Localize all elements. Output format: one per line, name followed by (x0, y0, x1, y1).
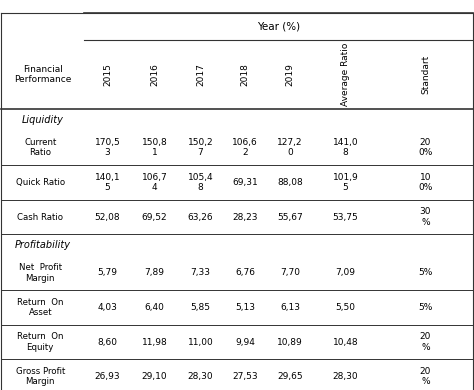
Text: 2019: 2019 (285, 63, 294, 86)
Text: 11,00: 11,00 (188, 338, 213, 347)
Text: 6,76: 6,76 (235, 268, 255, 277)
Text: 5,79: 5,79 (98, 268, 118, 277)
Text: Return  On
Equity: Return On Equity (17, 332, 64, 352)
Text: 9,94: 9,94 (235, 338, 255, 347)
Text: 5%: 5% (418, 303, 433, 312)
Text: 127,2
0: 127,2 0 (277, 138, 303, 158)
Text: Quick Ratio: Quick Ratio (16, 178, 65, 187)
Text: 29,65: 29,65 (277, 372, 303, 381)
Text: Average Ratio: Average Ratio (341, 43, 350, 106)
Text: 6,40: 6,40 (145, 303, 164, 312)
Text: 55,67: 55,67 (277, 213, 303, 222)
Text: 20
0%: 20 0% (418, 138, 433, 158)
Text: 2018: 2018 (241, 63, 250, 86)
Text: 28,30: 28,30 (188, 372, 213, 381)
Text: 20
%: 20 % (420, 367, 431, 386)
Text: 140,1
5: 140,1 5 (95, 173, 120, 192)
Text: 63,26: 63,26 (188, 213, 213, 222)
Text: Year (%): Year (%) (256, 21, 300, 32)
Text: 88,08: 88,08 (277, 178, 303, 187)
Text: 11,98: 11,98 (142, 338, 167, 347)
Text: Current
Ratio: Current Ratio (24, 138, 56, 158)
Text: 150,2
7: 150,2 7 (188, 138, 213, 158)
Text: 2016: 2016 (150, 63, 159, 86)
Text: Standart: Standart (421, 55, 430, 94)
Text: 29,10: 29,10 (142, 372, 167, 381)
Text: 7,70: 7,70 (280, 268, 300, 277)
Text: 106,7
4: 106,7 4 (142, 173, 167, 192)
Text: 141,0
8: 141,0 8 (333, 138, 358, 158)
Text: 2015: 2015 (103, 63, 112, 86)
Text: 6,13: 6,13 (280, 303, 300, 312)
Text: 2017: 2017 (196, 63, 205, 86)
Text: 10,89: 10,89 (277, 338, 303, 347)
Text: 26,93: 26,93 (95, 372, 120, 381)
Text: Cash Ratio: Cash Ratio (17, 213, 63, 222)
Text: 7,89: 7,89 (145, 268, 164, 277)
Text: Profitability: Profitability (15, 240, 71, 250)
Text: 5,50: 5,50 (336, 303, 356, 312)
Text: 27,53: 27,53 (232, 372, 258, 381)
Text: 5,85: 5,85 (191, 303, 210, 312)
Text: 10
0%: 10 0% (418, 173, 433, 192)
Text: 106,6
2: 106,6 2 (232, 138, 258, 158)
Text: 30
%: 30 % (420, 207, 431, 227)
Text: 150,8
1: 150,8 1 (142, 138, 167, 158)
Text: Liquidity: Liquidity (22, 115, 64, 125)
Text: 28,23: 28,23 (232, 213, 258, 222)
Text: 53,75: 53,75 (332, 213, 358, 222)
Text: 69,52: 69,52 (142, 213, 167, 222)
Text: 105,4
8: 105,4 8 (188, 173, 213, 192)
Text: 7,09: 7,09 (336, 268, 356, 277)
Text: Net  Profit
Margin: Net Profit Margin (18, 263, 62, 282)
Text: 52,08: 52,08 (95, 213, 120, 222)
Text: Gross Profit
Margin: Gross Profit Margin (16, 367, 65, 386)
Text: 69,31: 69,31 (232, 178, 258, 187)
Text: 4,03: 4,03 (98, 303, 118, 312)
Text: Return  On
Asset: Return On Asset (17, 298, 64, 317)
Text: 28,30: 28,30 (333, 372, 358, 381)
Text: 170,5
3: 170,5 3 (94, 138, 120, 158)
Text: 101,9
5: 101,9 5 (332, 173, 358, 192)
Text: Financial
Performance: Financial Performance (14, 65, 71, 84)
Text: 20
%: 20 % (420, 332, 431, 352)
Text: 5,13: 5,13 (235, 303, 255, 312)
Text: 8,60: 8,60 (98, 338, 118, 347)
Text: 10,48: 10,48 (333, 338, 358, 347)
Text: 7,33: 7,33 (191, 268, 210, 277)
Text: 5%: 5% (418, 268, 433, 277)
